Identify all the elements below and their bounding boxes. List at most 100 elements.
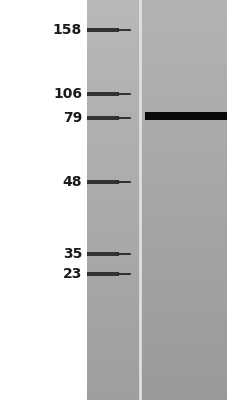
Bar — [86, 110, 140, 112]
Bar — [140, 104, 227, 106]
Bar — [86, 394, 140, 396]
Bar — [86, 150, 140, 152]
Bar — [140, 242, 227, 244]
Bar — [86, 24, 140, 26]
Bar — [140, 122, 227, 124]
Bar — [140, 240, 227, 242]
Bar — [140, 292, 227, 294]
Bar — [140, 390, 227, 392]
Bar — [140, 208, 227, 210]
Bar — [86, 186, 140, 188]
Bar — [86, 88, 140, 90]
Bar — [86, 318, 140, 320]
Bar — [86, 118, 140, 120]
Bar — [86, 242, 140, 244]
Bar — [140, 354, 227, 356]
Bar — [86, 116, 118, 120]
Bar — [140, 284, 227, 286]
Bar — [144, 112, 146, 120]
Bar — [86, 302, 140, 304]
Bar — [140, 150, 227, 152]
Bar — [86, 254, 140, 256]
Bar — [140, 46, 227, 48]
Bar — [140, 126, 227, 128]
Bar — [86, 376, 140, 378]
Bar — [144, 112, 146, 120]
Bar — [86, 230, 140, 232]
Bar — [140, 266, 227, 268]
Bar — [140, 268, 227, 270]
Bar — [140, 148, 227, 150]
Bar — [140, 158, 227, 160]
Bar — [86, 248, 140, 250]
Bar — [140, 72, 227, 74]
Text: 79: 79 — [63, 111, 82, 125]
Bar — [140, 28, 227, 30]
Bar — [86, 92, 140, 94]
Bar — [86, 188, 140, 190]
Bar — [86, 382, 140, 384]
Bar — [86, 108, 140, 110]
Bar — [86, 28, 140, 30]
Bar — [140, 108, 227, 110]
Bar — [140, 192, 227, 194]
Bar — [140, 326, 227, 328]
Bar — [140, 162, 227, 164]
Bar — [86, 366, 140, 368]
Bar — [86, 350, 140, 352]
Bar — [144, 112, 146, 120]
Bar — [144, 112, 146, 120]
Bar — [86, 124, 140, 126]
Bar — [86, 232, 140, 234]
Bar — [140, 396, 227, 398]
Bar — [86, 330, 140, 332]
Bar — [140, 130, 227, 132]
Bar — [86, 210, 140, 212]
Bar — [140, 370, 227, 372]
Bar — [140, 338, 227, 340]
Bar — [144, 112, 146, 120]
Bar — [140, 194, 227, 196]
Bar — [86, 80, 140, 82]
Bar — [86, 46, 140, 48]
Bar — [86, 374, 140, 376]
Bar — [140, 6, 227, 8]
Bar — [144, 112, 146, 120]
Bar — [140, 312, 227, 314]
Bar — [86, 50, 140, 52]
Bar — [144, 112, 146, 120]
Bar — [86, 6, 140, 8]
Bar — [144, 112, 146, 120]
Bar — [140, 388, 227, 390]
Bar — [86, 274, 140, 276]
Bar — [86, 356, 140, 358]
Bar — [86, 64, 140, 66]
Bar — [86, 258, 140, 260]
Bar — [140, 170, 227, 172]
Bar — [140, 228, 227, 230]
Bar — [140, 252, 227, 254]
Bar — [140, 44, 227, 46]
Bar — [144, 112, 146, 120]
Bar — [86, 138, 140, 140]
Bar — [140, 270, 227, 272]
Bar — [140, 48, 227, 50]
Bar — [86, 312, 140, 314]
Bar — [140, 40, 227, 42]
Bar — [144, 112, 146, 120]
Bar — [86, 4, 140, 6]
Bar — [86, 156, 140, 158]
Bar — [140, 78, 227, 80]
Bar — [140, 258, 227, 260]
Bar — [146, 112, 227, 120]
Bar — [140, 230, 227, 232]
Bar — [140, 0, 227, 2]
Bar — [86, 396, 140, 398]
Bar — [140, 22, 227, 24]
Bar — [140, 198, 227, 200]
Bar — [86, 220, 140, 222]
Bar — [86, 196, 140, 198]
Bar — [140, 16, 227, 18]
Bar — [140, 12, 227, 14]
Bar — [86, 388, 140, 390]
